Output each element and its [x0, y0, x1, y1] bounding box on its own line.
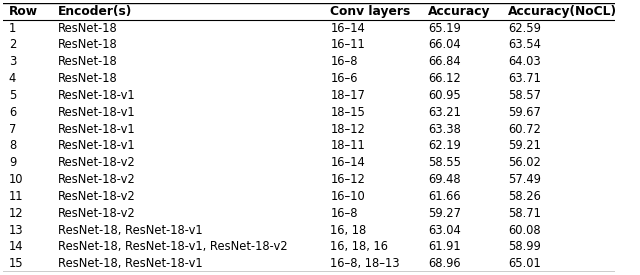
Text: ResNet-18: ResNet-18 — [58, 21, 118, 35]
Text: 16–8: 16–8 — [330, 207, 358, 220]
Text: 18–12: 18–12 — [330, 123, 365, 136]
Text: 63.38: 63.38 — [428, 123, 461, 136]
Text: 66.04: 66.04 — [428, 39, 461, 51]
Text: 62.19: 62.19 — [428, 139, 461, 152]
Text: 16, 18: 16, 18 — [330, 224, 367, 236]
Text: 9: 9 — [9, 156, 16, 169]
Text: 10: 10 — [9, 173, 24, 186]
Text: 5: 5 — [9, 89, 16, 102]
Text: ResNet-18-v1: ResNet-18-v1 — [58, 139, 136, 152]
Text: 1: 1 — [9, 21, 16, 35]
Text: 15: 15 — [9, 257, 24, 270]
Text: 16–12: 16–12 — [330, 173, 365, 186]
Text: 58.55: 58.55 — [428, 156, 461, 169]
Text: Row: Row — [9, 5, 38, 18]
Text: 58.26: 58.26 — [508, 190, 541, 203]
Text: 16–8, 18–13: 16–8, 18–13 — [330, 257, 400, 270]
Text: ResNet-18-v1: ResNet-18-v1 — [58, 89, 136, 102]
Text: ResNet-18-v2: ResNet-18-v2 — [58, 173, 136, 186]
Text: ResNet-18-v2: ResNet-18-v2 — [58, 156, 136, 169]
Text: 18–11: 18–11 — [330, 139, 365, 152]
Text: 66.12: 66.12 — [428, 72, 461, 85]
Text: 14: 14 — [9, 240, 24, 254]
Text: 13: 13 — [9, 224, 24, 236]
Text: Conv layers: Conv layers — [330, 5, 411, 18]
Text: 16–11: 16–11 — [330, 39, 365, 51]
Text: 16–10: 16–10 — [330, 190, 365, 203]
Text: Accuracy: Accuracy — [428, 5, 491, 18]
Text: 2: 2 — [9, 39, 16, 51]
Text: 16–6: 16–6 — [330, 72, 358, 85]
Text: 8: 8 — [9, 139, 16, 152]
Text: 65.19: 65.19 — [428, 21, 461, 35]
Text: 63.71: 63.71 — [508, 72, 541, 85]
Text: ResNet-18-v1: ResNet-18-v1 — [58, 123, 136, 136]
Text: 65.01: 65.01 — [508, 257, 541, 270]
Text: 63.04: 63.04 — [428, 224, 461, 236]
Text: 62.59: 62.59 — [508, 21, 541, 35]
Text: ResNet-18, ResNet-18-v1, ResNet-18-v2: ResNet-18, ResNet-18-v1, ResNet-18-v2 — [58, 240, 287, 254]
Text: 59.21: 59.21 — [508, 139, 541, 152]
Text: 16–8: 16–8 — [330, 55, 358, 68]
Text: ResNet-18: ResNet-18 — [58, 39, 118, 51]
Text: 4: 4 — [9, 72, 16, 85]
Text: Encoder(s): Encoder(s) — [58, 5, 132, 18]
Text: 16–14: 16–14 — [330, 21, 365, 35]
Text: 59.27: 59.27 — [428, 207, 461, 220]
Text: ResNet-18-v1: ResNet-18-v1 — [58, 106, 136, 119]
Text: 3: 3 — [9, 55, 16, 68]
Text: 64.03: 64.03 — [508, 55, 541, 68]
Text: 11: 11 — [9, 190, 24, 203]
Text: 56.02: 56.02 — [508, 156, 541, 169]
Text: 69.48: 69.48 — [428, 173, 461, 186]
Text: 59.67: 59.67 — [508, 106, 541, 119]
Text: ResNet-18-v2: ResNet-18-v2 — [58, 207, 136, 220]
Text: 61.91: 61.91 — [428, 240, 461, 254]
Text: 63.54: 63.54 — [508, 39, 541, 51]
Text: 18–17: 18–17 — [330, 89, 365, 102]
Text: 58.57: 58.57 — [508, 89, 541, 102]
Text: 18–15: 18–15 — [330, 106, 365, 119]
Text: 16–14: 16–14 — [330, 156, 365, 169]
Text: 60.95: 60.95 — [428, 89, 461, 102]
Text: 60.72: 60.72 — [508, 123, 541, 136]
Text: Accuracy(NoCL): Accuracy(NoCL) — [508, 5, 617, 18]
Text: 6: 6 — [9, 106, 16, 119]
Text: 58.71: 58.71 — [508, 207, 541, 220]
Text: 57.49: 57.49 — [508, 173, 541, 186]
Text: 7: 7 — [9, 123, 16, 136]
Text: 12: 12 — [9, 207, 24, 220]
Text: 63.21: 63.21 — [428, 106, 461, 119]
Text: 66.84: 66.84 — [428, 55, 461, 68]
Text: ResNet-18, ResNet-18-v1: ResNet-18, ResNet-18-v1 — [58, 224, 202, 236]
Text: 68.96: 68.96 — [428, 257, 461, 270]
Text: 16, 18, 16: 16, 18, 16 — [330, 240, 388, 254]
Text: ResNet-18: ResNet-18 — [58, 72, 118, 85]
Text: 60.08: 60.08 — [508, 224, 541, 236]
Text: 61.66: 61.66 — [428, 190, 461, 203]
Text: ResNet-18: ResNet-18 — [58, 55, 118, 68]
Text: ResNet-18, ResNet-18-v1: ResNet-18, ResNet-18-v1 — [58, 257, 202, 270]
Text: ResNet-18-v2: ResNet-18-v2 — [58, 190, 136, 203]
Text: 58.99: 58.99 — [508, 240, 541, 254]
